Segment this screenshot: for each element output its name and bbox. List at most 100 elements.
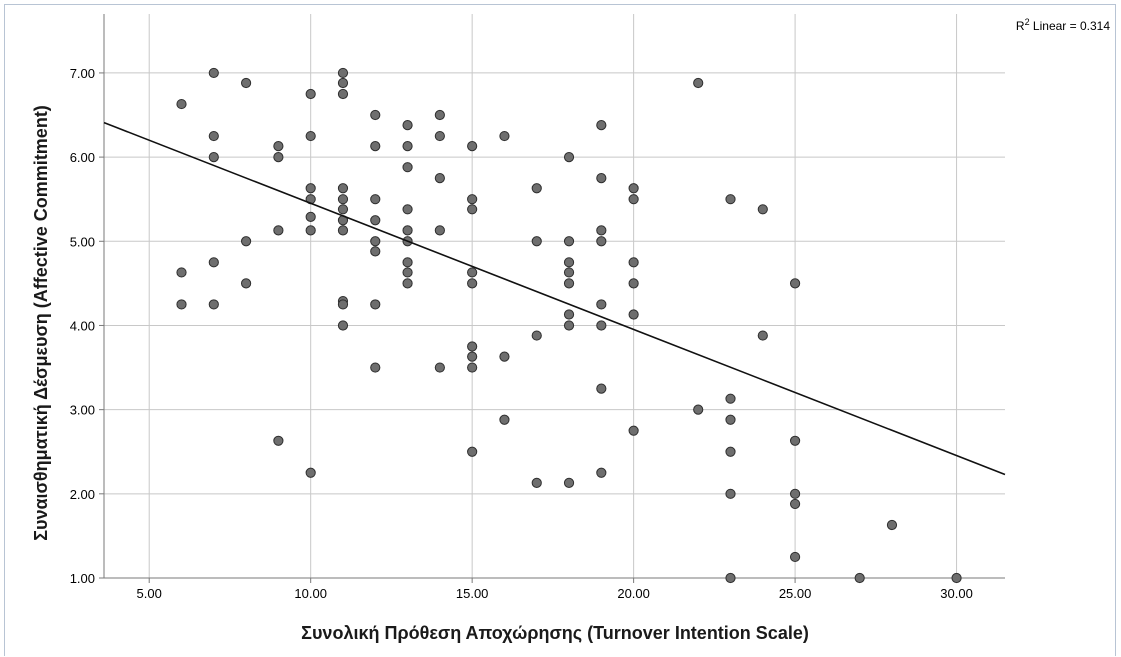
data-point [789,551,801,563]
data-point [370,194,381,205]
data-point [563,257,575,268]
data-point [725,393,736,404]
data-point [563,152,575,163]
data-point [789,435,801,446]
data-point [563,320,575,331]
data-point [337,320,349,331]
data-point [402,257,413,268]
data-point [757,204,768,215]
data-point [402,225,413,236]
data-point [628,278,639,289]
fit-line [103,121,1006,476]
data-point [176,267,187,278]
data-point [305,467,316,478]
data-point [596,383,607,394]
data-point [499,130,510,142]
data-point [531,477,542,488]
data-point [467,194,478,205]
y-axis-title: Συναισθηματική Δέσμευση (Affective Commi… [31,105,51,541]
data-point [467,362,478,373]
data-point [757,330,768,341]
data-point [725,414,736,425]
x-tick-label: 30.00 [940,586,973,601]
y-tick-label: 6.00 [70,150,95,165]
x-tick-label: 15.00 [456,586,489,601]
chart-frame [4,4,1116,656]
data-point [240,236,252,247]
data-point [434,130,445,142]
data-point [467,141,478,152]
x-tick-labels: 5.00 10.00 15.00 20.00 25.00 30.00 [137,578,973,601]
data-point [370,109,381,121]
data-point [467,446,478,457]
data-point [176,98,187,110]
data-point [208,257,219,268]
data-point [337,225,349,236]
data-point [693,77,704,89]
data-point [596,299,607,310]
data-point [951,572,962,584]
data-point [725,488,736,499]
data-point [337,183,349,194]
data-point [563,309,575,320]
data-point [305,225,316,236]
data-point [434,225,445,236]
data-point [434,109,445,121]
data-point [693,404,704,415]
y-tick-labels: 1.00 2.00 3.00 4.00 5.00 6.00 7.00 [70,66,104,586]
data-point [370,236,381,247]
data-point [273,435,284,446]
x-tick-label: 20.00 [617,586,650,601]
data-point [337,67,349,79]
data-point [240,77,252,89]
data-point [273,141,284,152]
data-point [725,194,736,205]
x-tick-label: 5.00 [137,586,162,601]
data-point [628,425,639,436]
data-point [402,267,413,278]
data-point [467,341,478,352]
data-point [596,467,607,478]
data-point [725,446,736,457]
data-point [563,267,575,278]
data-point [273,152,284,163]
data-point [370,215,381,226]
data-point [434,362,445,373]
data-point [499,414,510,425]
x-gridlines [148,14,958,578]
data-point [370,299,381,310]
fit-line-group [103,121,1006,476]
data-point [208,130,219,142]
data-point [402,141,413,152]
data-point [499,351,510,362]
data-point [305,88,316,100]
data-point [789,498,801,510]
data-point [337,77,349,89]
data-point [337,204,349,215]
data-point [628,183,639,194]
data-point [596,225,607,236]
data-point [305,130,316,142]
y-tick-label: 1.00 [70,571,95,586]
data-point [273,225,284,236]
data-point [886,519,898,531]
data-point [628,257,639,268]
y-tick-label: 4.00 [70,318,95,333]
data-point [531,183,542,194]
x-tick-label: 10.00 [294,586,327,601]
data-point [240,278,252,289]
data-point [208,152,219,163]
data-point [337,194,349,205]
data-point [370,362,381,373]
y-tick-label: 5.00 [70,234,95,249]
data-point [628,194,639,205]
data-point [563,236,575,247]
data-point [725,572,736,584]
data-point [628,309,639,320]
data-point [596,236,607,247]
data-point [208,67,219,79]
x-axis-title: Συνολική Πρόθεση Αποχώρησης (Turnover In… [301,623,809,643]
data-point [563,278,575,289]
data-point [563,477,575,488]
